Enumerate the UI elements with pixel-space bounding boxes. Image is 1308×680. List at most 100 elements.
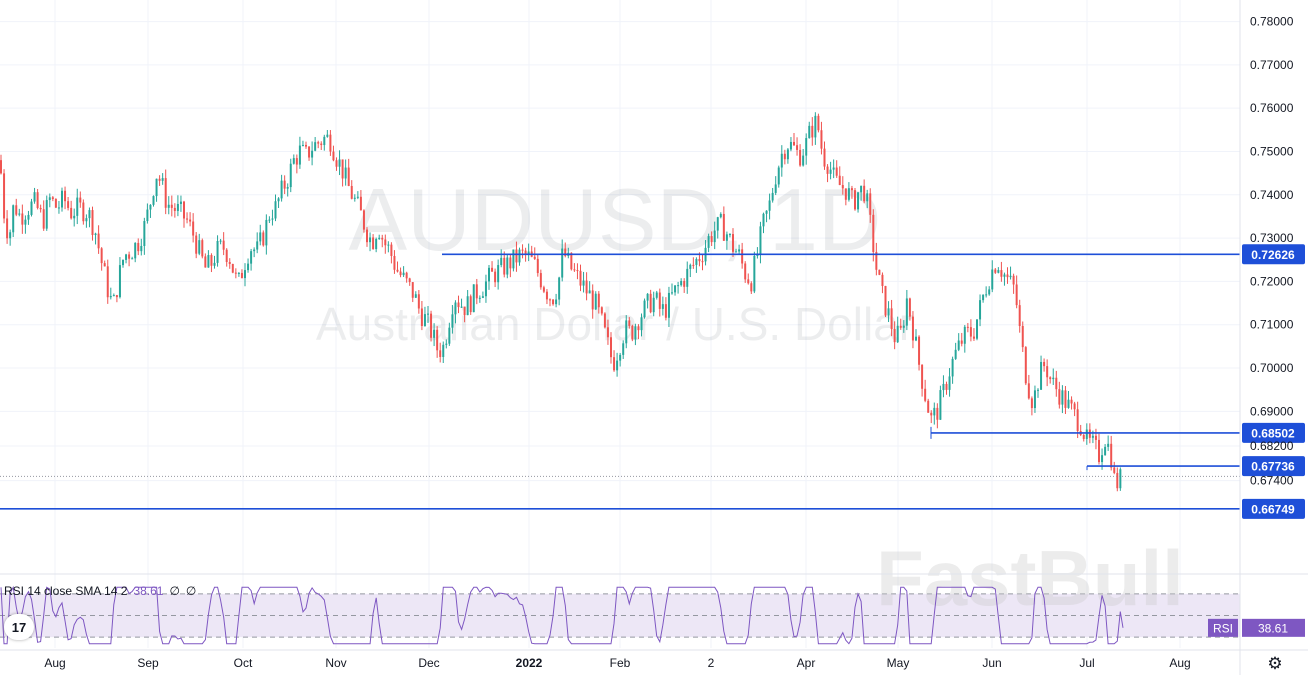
candle-body [149, 204, 152, 210]
x-tick-label: Dec [418, 656, 439, 670]
candle-body [966, 326, 969, 328]
candle-body [927, 400, 930, 413]
candle-body [728, 234, 731, 236]
candle-body [244, 270, 246, 279]
candle-body [143, 221, 146, 246]
candle-body [533, 256, 536, 259]
candle-body [24, 219, 27, 225]
candle-body [460, 306, 463, 308]
candle-body [799, 149, 802, 166]
candle-body [646, 293, 649, 301]
candle-body [924, 388, 927, 401]
y-tick-label: 0.72000 [1250, 274, 1294, 288]
watermark-brand: FastBull [876, 534, 1184, 622]
candle-body [619, 354, 622, 361]
candle-body [210, 255, 213, 266]
candle-body [115, 295, 118, 298]
candle-body [573, 269, 576, 271]
candle-body [448, 327, 451, 344]
candle-body [335, 160, 338, 167]
candle-body [606, 327, 609, 338]
y-tick-label: 0.71000 [1250, 318, 1294, 332]
candle-body [512, 249, 515, 269]
candle-body [570, 252, 573, 270]
candle-body [497, 265, 500, 283]
candle-body [750, 283, 753, 292]
candle-body [131, 258, 134, 260]
candle-body [689, 264, 692, 269]
candle-body [463, 306, 466, 316]
candle-body [793, 141, 795, 146]
candle-body [732, 234, 734, 252]
rsi-legend[interactable]: RSI 14 close SMA 14 2 38.61 ∅ ∅ [4, 584, 196, 598]
candle-body [15, 205, 18, 215]
candle-body [875, 251, 878, 270]
candle-body [48, 197, 51, 201]
candle-body [301, 144, 304, 146]
candle-body [1018, 305, 1021, 327]
candle-body [1113, 467, 1116, 473]
candle-body [561, 248, 564, 278]
candle-body [491, 267, 494, 272]
candle-body [780, 153, 783, 168]
candle-body [960, 340, 963, 344]
candle-body [207, 255, 210, 268]
candle-body [393, 255, 396, 270]
candles [0, 112, 1122, 492]
candle-body [21, 213, 24, 225]
candle-body [51, 197, 54, 200]
x-tick-label: Nov [325, 656, 346, 670]
candle-body [1064, 390, 1067, 408]
candle-body [860, 185, 863, 193]
candle-body [661, 304, 664, 309]
candle-body [844, 188, 847, 200]
candle-body [12, 205, 15, 233]
candle-body [213, 262, 216, 266]
level-badge [1242, 456, 1305, 477]
candle-body [475, 284, 478, 299]
candle-body [625, 320, 628, 344]
candle-body [805, 138, 808, 156]
candle-body [76, 197, 79, 216]
x-tick-label: May [887, 656, 910, 670]
candle-body [588, 290, 591, 294]
tradingview-logo[interactable]: 17 [4, 614, 34, 640]
y-tick-label: 0.70000 [1250, 361, 1294, 375]
candle-body [1003, 274, 1006, 277]
candle-body [344, 167, 347, 179]
candle-body [555, 299, 558, 305]
gear-icon[interactable]: ⚙ [1267, 654, 1283, 673]
candle-body [979, 300, 982, 320]
candle-body [738, 249, 741, 252]
candle-body [1110, 443, 1113, 468]
candle-body [722, 213, 725, 241]
candle-body [332, 151, 335, 161]
candle-body [692, 264, 695, 266]
candle-body [771, 192, 774, 201]
candle-body [579, 270, 582, 286]
candle-body [466, 296, 469, 316]
candle-body [850, 188, 853, 191]
candle-body [353, 197, 356, 199]
candle-body [414, 294, 417, 298]
candle-body [765, 210, 768, 214]
candle-body [1043, 361, 1046, 367]
candle-body [1067, 399, 1070, 408]
candle-body [283, 180, 286, 189]
candle-body [469, 296, 472, 313]
candle-body [1015, 284, 1018, 306]
candle-body [323, 136, 326, 146]
candle-body [179, 201, 182, 204]
candle-body [201, 240, 204, 257]
candle-body [1085, 429, 1088, 439]
candle-body [667, 292, 670, 318]
candle-body [884, 285, 887, 316]
candle-body [350, 185, 353, 199]
candle-body [811, 125, 814, 138]
candle-body [271, 218, 274, 220]
candle-body [64, 190, 67, 202]
candle-body [1052, 377, 1055, 380]
candle-body [1009, 275, 1012, 278]
